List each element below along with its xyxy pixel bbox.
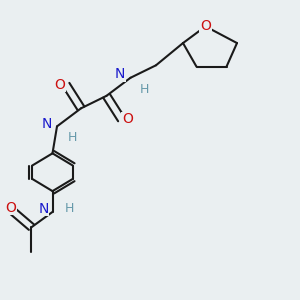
- Text: O: O: [122, 112, 133, 126]
- Text: N: N: [41, 117, 52, 130]
- Text: N: N: [38, 202, 49, 216]
- Text: O: O: [200, 20, 211, 33]
- Text: H: H: [139, 83, 149, 96]
- Text: N: N: [115, 68, 125, 81]
- Text: H: H: [64, 202, 74, 215]
- Text: O: O: [5, 201, 16, 215]
- Text: H: H: [67, 131, 77, 144]
- Text: O: O: [55, 78, 65, 92]
